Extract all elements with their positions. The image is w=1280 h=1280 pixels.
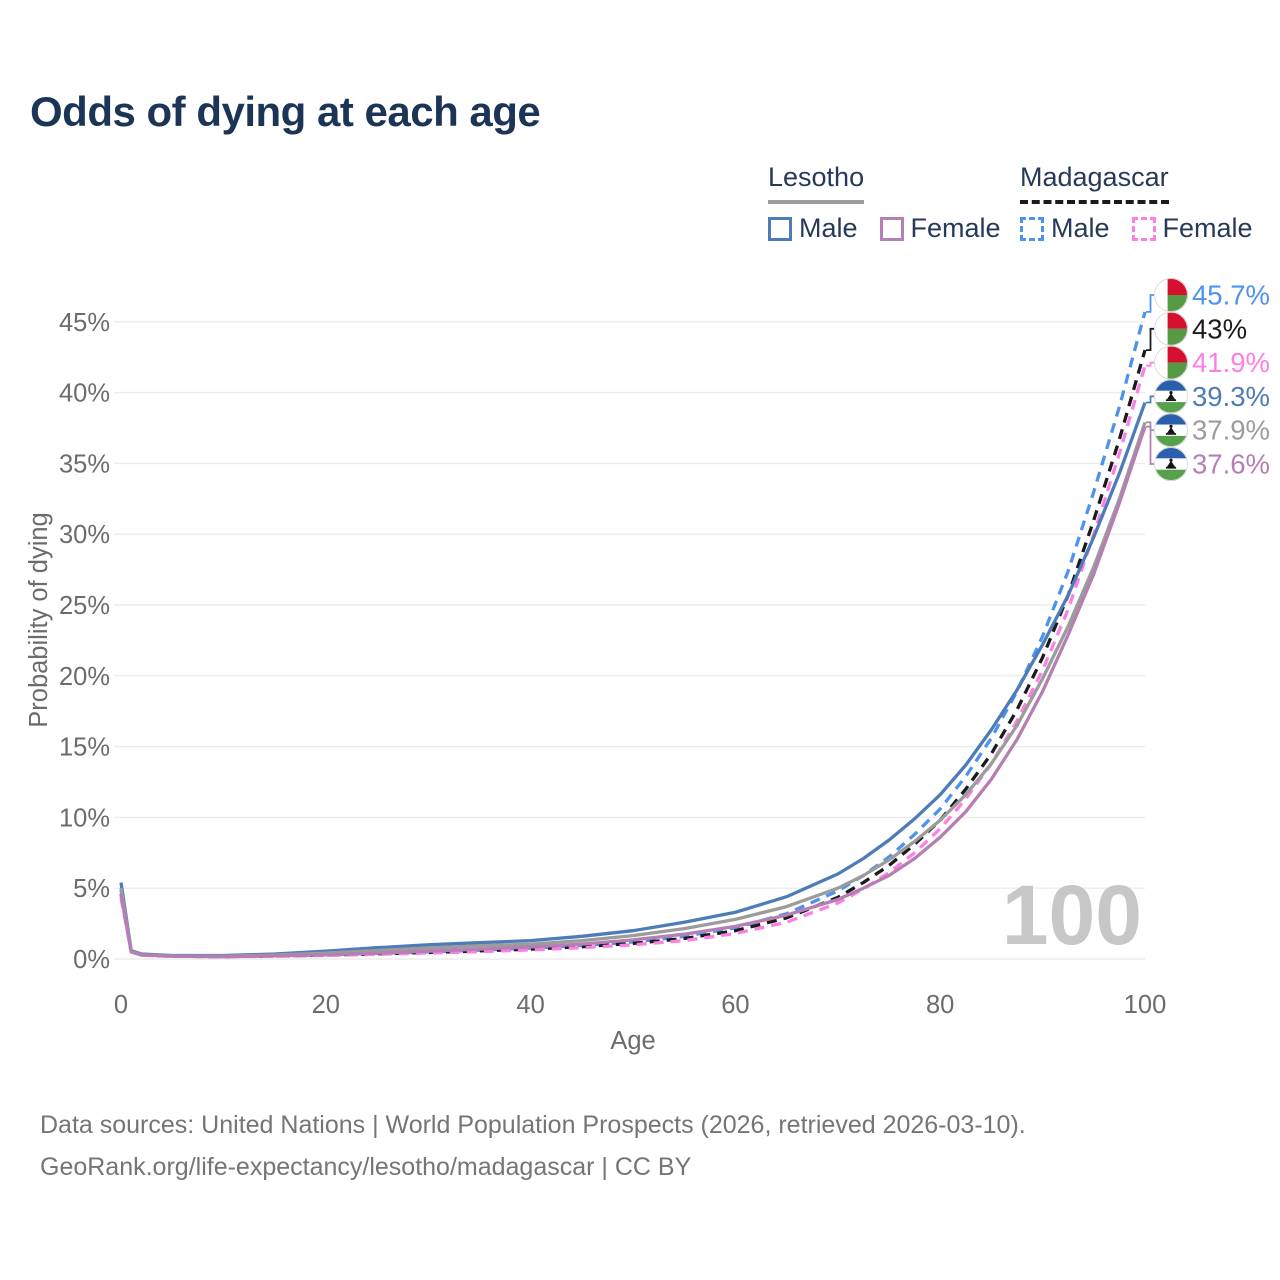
series-line-madagascar-both-sexes [119,349,1147,959]
x-tick-label: 0 [114,991,128,1019]
y-tick-label: 30% [59,521,110,549]
legend-toggle-lesotho-female[interactable]: Female [879,213,1001,244]
label-connector [1146,294,1154,313]
age-watermark: 100 [1002,868,1142,962]
end-value-label-lesotho-female: 37.6% [1192,449,1270,480]
mokorotlo-hat-icon [1169,424,1173,428]
flag-icon-madagascar [1154,311,1188,346]
end-value-label-madagascar-male: 45.7% [1192,280,1270,311]
end-value-label-lesotho-both-sexes: 37.9% [1192,415,1270,446]
flag-icon-lesotho [1154,447,1188,481]
legend-items-madagascar: Male Female [1020,213,1253,244]
label-connector [1146,361,1154,367]
x-tick-label: 40 [516,991,544,1019]
legend-toggle-madagascar-male[interactable]: Male [1020,213,1110,244]
y-tick-label: 40% [59,380,110,408]
y-tick-label: 35% [59,450,110,478]
legend-group-madagascar: Madagascar Male Female [1020,162,1253,244]
mokorotlo-hat-icon [1169,458,1173,462]
checkbox-icon [768,216,792,241]
legend-group-lesotho: Lesotho Male Female [768,162,1001,244]
chart-title: Odds of dying at each age [30,88,541,135]
legend-label: Male [799,213,858,243]
legend-toggle-madagascar-female[interactable]: Female [1131,213,1253,244]
legend-label: Female [910,213,1001,243]
legend-toggle-lesotho-male[interactable]: Male [768,213,858,244]
y-tick-label: 0% [73,946,110,974]
flag-icon-madagascar [1154,345,1188,380]
y-tick-label: 25% [59,592,110,620]
checkbox-icon [1131,216,1156,241]
flag-icon-madagascar [1154,278,1188,312]
checkbox-icon [879,216,904,241]
end-value-label-madagascar-both-sexes: 43% [1192,313,1247,344]
end-value-label-lesotho-male: 39.3% [1192,381,1270,412]
y-axis-title: Probability of dying [25,512,53,727]
series-line-madagascar-male [119,311,1147,959]
y-tick-label: 15% [59,734,110,762]
series-line-madagascar-female [119,365,1147,959]
legend-label: Male [1051,213,1110,243]
legend-label: Female [1162,213,1253,243]
legend-country-lesotho: Lesotho [768,162,865,204]
y-tick-label: 20% [59,663,110,691]
series-line-lesotho-female [119,426,1147,959]
checkbox-icon [1020,216,1044,241]
flag-icon-lesotho [1154,413,1188,448]
label-connector [1146,327,1154,351]
y-tick-label: 45% [59,309,110,337]
series-line-lesotho-male [119,401,1147,958]
x-axis-title: Age [610,1027,655,1055]
flag-icon-lesotho [1154,379,1188,414]
x-tick-label: 100 [1124,991,1167,1019]
x-tick-label: 80 [926,991,954,1019]
series-line-lesotho-both-sexes [119,421,1147,958]
x-tick-label: 20 [312,991,340,1019]
y-tick-label: 5% [73,875,110,903]
data-source-note: Data sources: United Nations | World Pop… [40,1104,1026,1188]
legend-country-madagascar: Madagascar [1020,162,1169,204]
data-source-line: Data sources: United Nations | World Pop… [40,1111,1026,1139]
label-connector [1146,395,1154,404]
label-connector [1146,425,1154,465]
legend-items-lesotho: Male Female [768,213,1001,244]
attribution-line: GeoRank.org/life-expectancy/lesotho/mada… [40,1153,692,1181]
end-value-label-madagascar-female: 41.9% [1192,347,1270,378]
mokorotlo-hat-icon [1169,391,1173,395]
x-tick-label: 60 [721,991,749,1019]
y-tick-label: 10% [59,804,110,832]
